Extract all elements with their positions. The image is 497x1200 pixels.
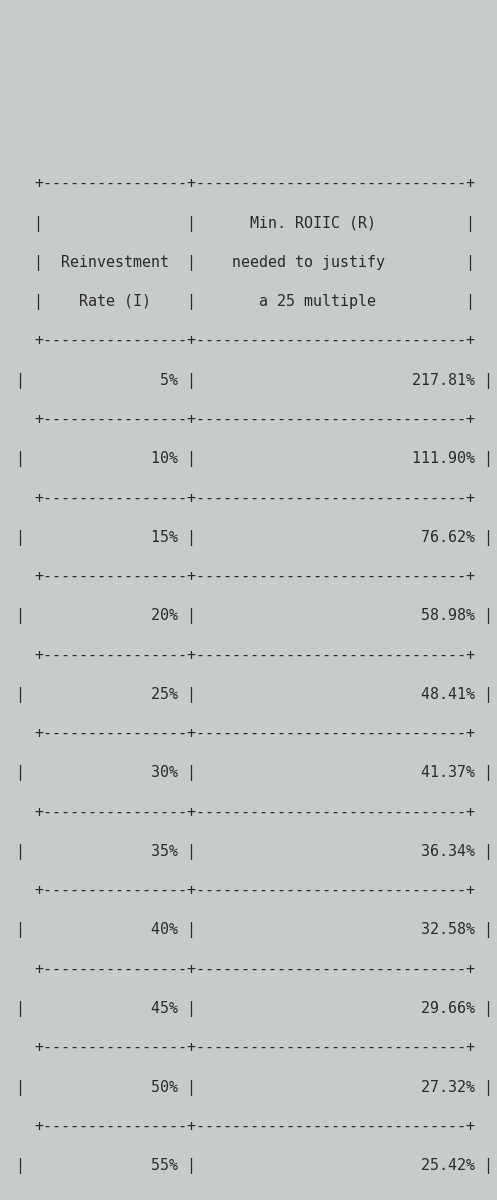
Text: +----------------+------------------------------+: +----------------+----------------------… [34,412,475,427]
Text: |              55% |                         25.42% |: | 55% | 25.42% | [16,1158,493,1174]
Text: +----------------+------------------------------+: +----------------+----------------------… [34,176,475,191]
Text: +----------------+------------------------------+: +----------------+----------------------… [34,726,475,742]
Text: |    Rate (I)    |       a 25 multiple          |: | Rate (I) | a 25 multiple | [34,294,475,310]
Text: |                |      Min. ROIIC (R)          |: | | Min. ROIIC (R) | [34,216,475,232]
Text: |              25% |                         48.41% |: | 25% | 48.41% | [16,686,493,703]
Text: +----------------+------------------------------+: +----------------+----------------------… [34,491,475,505]
Text: +----------------+------------------------------+: +----------------+----------------------… [34,1198,475,1200]
Text: |              10% |                        111.90% |: | 10% | 111.90% | [16,451,493,467]
Text: |              50% |                         27.32% |: | 50% | 27.32% | [16,1080,493,1096]
Text: |              15% |                         76.62% |: | 15% | 76.62% | [16,529,493,546]
Text: +----------------+------------------------------+: +----------------+----------------------… [34,961,475,977]
Text: +----------------+------------------------------+: +----------------+----------------------… [34,1118,475,1134]
Text: |              30% |                         41.37% |: | 30% | 41.37% | [16,766,493,781]
Text: +----------------+------------------------------+: +----------------+----------------------… [34,883,475,898]
Text: +----------------+------------------------------+: +----------------+----------------------… [34,334,475,348]
Text: |  Reinvestment  |    needed to justify         |: | Reinvestment | needed to justify | [34,254,475,271]
Text: +----------------+------------------------------+: +----------------+----------------------… [34,648,475,662]
Text: |              35% |                         36.34% |: | 35% | 36.34% | [16,844,493,860]
Text: |              20% |                         58.98% |: | 20% | 58.98% | [16,608,493,624]
Text: +----------------+------------------------------+: +----------------+----------------------… [34,805,475,820]
Text: |              40% |                         32.58% |: | 40% | 32.58% | [16,923,493,938]
Text: |               5% |                        217.81% |: | 5% | 217.81% | [16,373,493,389]
Text: +----------------+------------------------------+: +----------------+----------------------… [34,1040,475,1055]
Text: +----------------+------------------------------+: +----------------+----------------------… [34,569,475,584]
Text: |              45% |                         29.66% |: | 45% | 29.66% | [16,1001,493,1018]
